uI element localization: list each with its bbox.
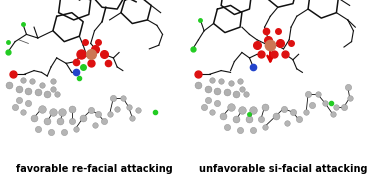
Text: favorable re-facial attacking: favorable re-facial attacking <box>16 164 173 174</box>
Text: unfavorable si-facial attacking: unfavorable si-facial attacking <box>199 164 368 174</box>
